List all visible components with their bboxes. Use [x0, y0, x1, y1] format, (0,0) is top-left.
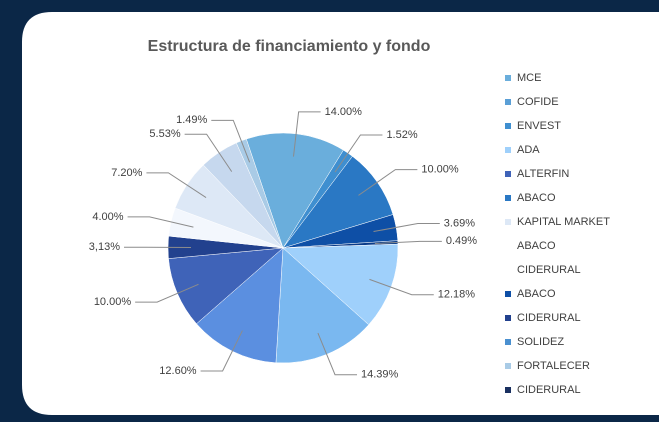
legend-swatch	[505, 339, 511, 345]
legend-label: ABACO	[517, 192, 556, 204]
legend-swatch	[505, 123, 511, 129]
data-label: 12.18%	[438, 289, 476, 301]
legend-label: ABACO	[517, 288, 556, 300]
legend-label: ENVEST	[517, 120, 561, 132]
leader-line	[146, 172, 207, 198]
legend-swatch	[505, 363, 511, 369]
data-label: 7.20%	[111, 167, 142, 179]
data-label: 14.39%	[361, 369, 399, 381]
legend-label: FORTALECER	[517, 360, 590, 372]
leader-line	[317, 332, 358, 376]
leader-line	[334, 134, 383, 173]
leader-line	[127, 216, 194, 228]
legend-swatch	[505, 147, 511, 153]
leader-line	[135, 283, 199, 303]
data-label: 1.52%	[386, 129, 417, 141]
data-label: 14.00%	[325, 106, 363, 118]
legend-label: SOLIDEZ	[517, 336, 564, 348]
leader-line	[358, 169, 418, 196]
leader-line	[184, 133, 233, 172]
data-label: 10.00%	[94, 296, 132, 308]
leader-line	[374, 240, 442, 245]
legend-label: MCE	[517, 72, 541, 84]
legend-label: ALTERFIN	[517, 168, 569, 180]
chart-title: Estructura de financiamiento y fondo	[148, 38, 431, 55]
leader-line	[200, 330, 243, 372]
legend-swatch	[505, 75, 511, 81]
legend-swatch	[505, 195, 511, 201]
data-label: 0.49%	[446, 235, 477, 247]
legend-label: CIDERURAL	[517, 264, 581, 276]
data-label: 4.00%	[92, 211, 123, 223]
data-label: 3.69%	[444, 217, 475, 229]
legend-label: ADA	[517, 144, 540, 156]
legend-swatch	[505, 219, 511, 225]
legend-swatch	[505, 171, 511, 177]
legend-label: COFIDE	[517, 96, 559, 108]
legend-label: KAPITAL MARKET	[517, 216, 610, 228]
legend-swatch	[505, 99, 511, 105]
data-label: 12.60%	[159, 365, 197, 377]
data-label: 1.49%	[176, 114, 207, 126]
legend-label: ABACO	[517, 240, 556, 252]
data-label: 5.53%	[149, 128, 180, 140]
leader-line	[211, 119, 251, 163]
legend-label: CIDERURAL	[517, 312, 581, 324]
legend-swatch	[505, 291, 511, 297]
legend-label: CIDERURAL	[517, 384, 581, 396]
data-label: 10.00%	[421, 164, 459, 176]
leader-line	[373, 222, 440, 233]
legend-swatch	[505, 387, 511, 393]
leader-line	[369, 278, 434, 296]
legend-swatch	[505, 315, 511, 321]
leader-line	[292, 111, 321, 157]
data-label: 3,13%	[89, 241, 120, 253]
